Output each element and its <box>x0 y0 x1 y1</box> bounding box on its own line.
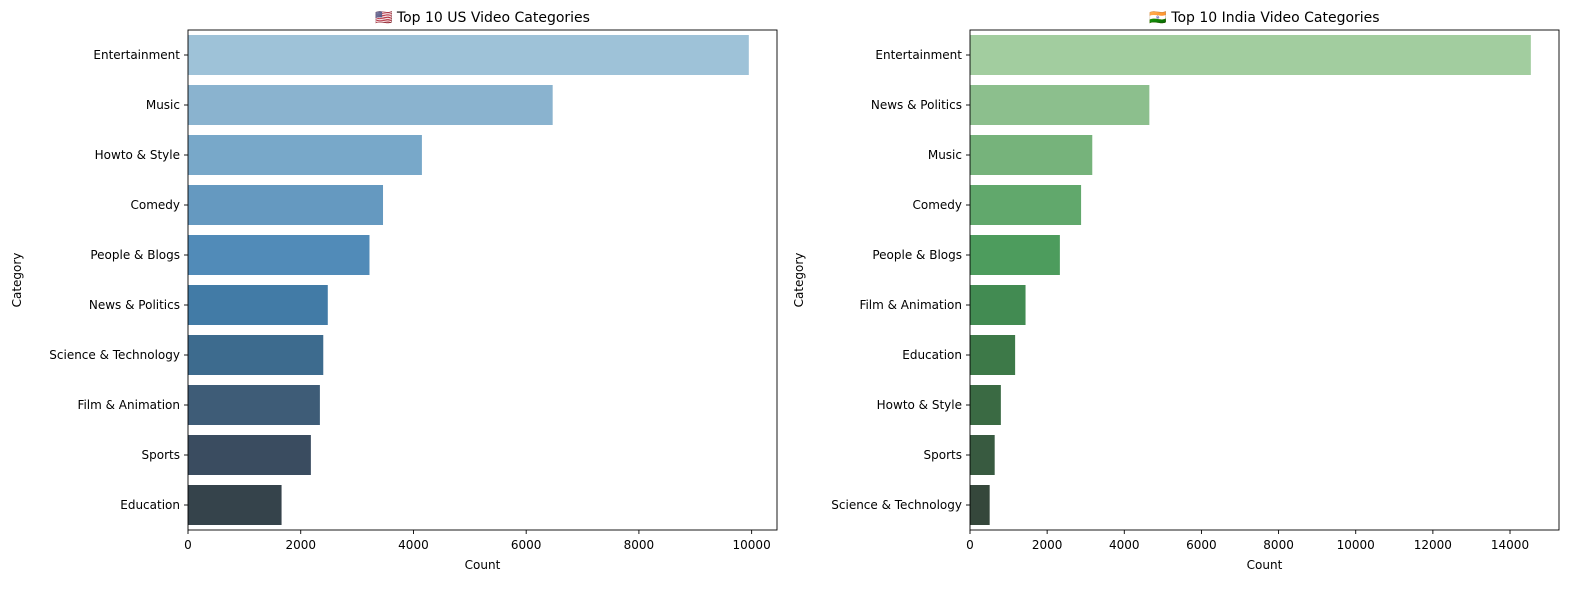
india-category-label: Film & Animation <box>859 298 962 312</box>
india-chart-title: 🇮🇳 Top 10 India Video Categories <box>1149 10 1379 26</box>
india-xaxis-label: Count <box>1247 558 1283 572</box>
india-axes-frame <box>969 29 1560 531</box>
us-bar-education <box>188 485 282 525</box>
us-xtick-label: 10000 <box>733 538 771 552</box>
india-yaxis-label: Category <box>792 253 806 308</box>
india-bar-music <box>970 135 1093 175</box>
us-bar-science-technology <box>188 335 324 375</box>
us-axes-frame <box>187 29 778 531</box>
india-xtick-label: 2000 <box>1032 538 1063 552</box>
us-xtick-label: 2000 <box>285 538 316 552</box>
us-category-label: Film & Animation <box>77 398 180 412</box>
india-bar-news-politics <box>970 85 1150 125</box>
india-category-label: Music <box>928 148 962 162</box>
us-bar-howto-style <box>188 135 422 175</box>
us-xaxis-label: Count <box>465 558 501 572</box>
us-bar-film-animation <box>188 385 320 425</box>
india-xtick-label: 10000 <box>1337 538 1375 552</box>
us-category-label: Science & Technology <box>49 348 180 362</box>
us-xtick-label: 8000 <box>624 538 655 552</box>
india-category-label: People & Blogs <box>872 248 962 262</box>
india-category-label: News & Politics <box>871 98 962 112</box>
india-bar-science-technology <box>970 485 990 525</box>
india-bar-comedy <box>970 185 1082 225</box>
india-xtick-label: 12000 <box>1414 538 1452 552</box>
india-xtick-label: 8000 <box>1263 538 1294 552</box>
india-xtick-label: 14000 <box>1491 538 1529 552</box>
india-xtick-label: 4000 <box>1109 538 1140 552</box>
india-bar-howto-style <box>970 385 1001 425</box>
india-category-label: Howto & Style <box>877 398 962 412</box>
us-xtick-label: 4000 <box>398 538 429 552</box>
us-category-label: Comedy <box>130 198 180 212</box>
us-chart: Entertainment Music Howto & Style Comedy Peo… <box>10 10 778 572</box>
us-category-label: News & Politics <box>89 298 180 312</box>
india-bar-sports <box>970 435 995 475</box>
india-category-label: Comedy <box>912 198 962 212</box>
us-bar-comedy <box>188 185 384 225</box>
us-xtick-label: 0 <box>184 538 192 552</box>
us-bar-people-blogs <box>188 235 370 275</box>
india-bar-entertainment <box>970 35 1531 75</box>
us-yaxis-label: Category <box>10 253 24 308</box>
us-bar-news-politics <box>188 285 328 325</box>
india-bar-film-animation <box>970 285 1026 325</box>
india-bar-education <box>970 335 1016 375</box>
us-category-label: Entertainment <box>93 48 180 62</box>
india-category-label: Science & Technology <box>831 498 962 512</box>
us-category-label: Education <box>120 498 180 512</box>
india-xtick-label: 6000 <box>1186 538 1217 552</box>
india-bar-people-blogs <box>970 235 1060 275</box>
india-xtick-label: 0 <box>966 538 974 552</box>
india-category-label: Sports <box>924 448 962 462</box>
us-bar-entertainment <box>188 35 749 75</box>
us-category-label: Music <box>146 98 180 112</box>
us-bar-music <box>188 85 553 125</box>
us-chart-title: 🇺🇸 Top 10 US Video Categories <box>375 10 590 26</box>
india-category-label: Education <box>902 348 962 362</box>
us-xtick-label: 6000 <box>511 538 542 552</box>
us-bar-sports <box>188 435 311 475</box>
india-chart: Entertainment News & Politics Music Comedy P… <box>792 10 1560 572</box>
us-category-label: People & Blogs <box>90 248 180 262</box>
us-category-label: Howto & Style <box>95 148 180 162</box>
india-category-label: Entertainment <box>875 48 962 62</box>
us-category-label: Sports <box>142 448 180 462</box>
